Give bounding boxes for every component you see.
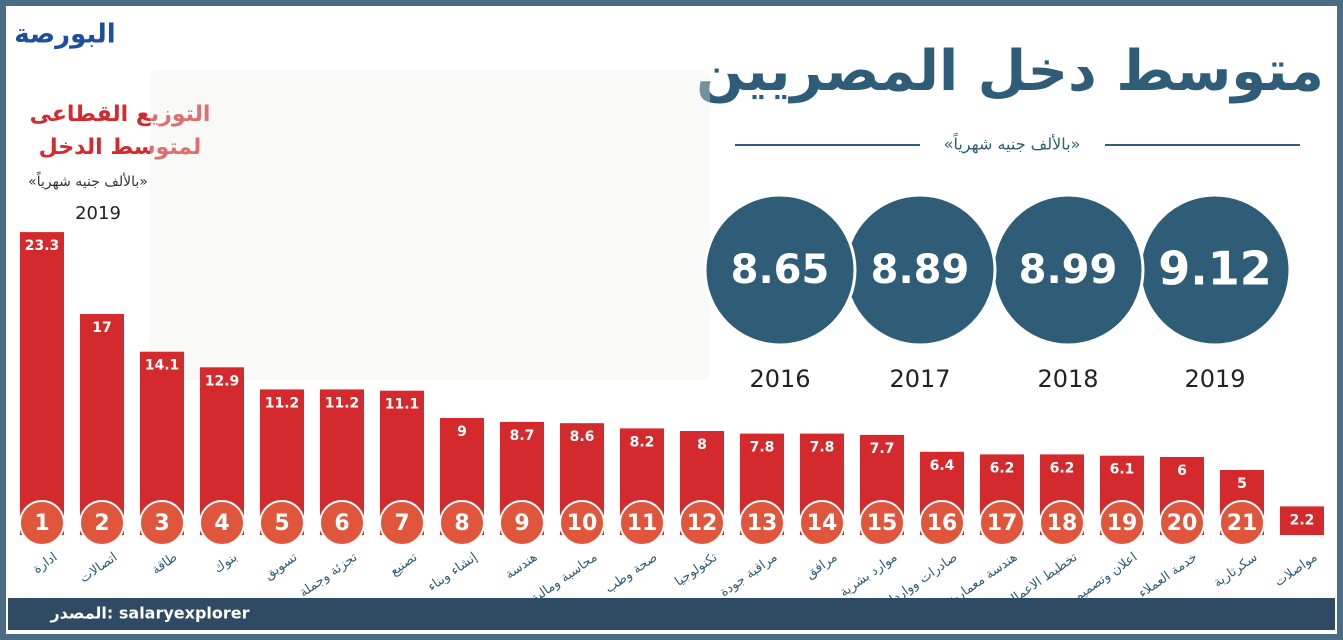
rank-circle xyxy=(799,500,845,546)
rank-label: 8 xyxy=(454,511,469,536)
rank-label: 16 xyxy=(927,511,958,536)
source-bar xyxy=(8,598,1335,630)
bar-value: 23.3 xyxy=(25,238,60,254)
value-label: 9.12 xyxy=(1158,242,1272,296)
bar-value: 6.2 xyxy=(990,460,1015,476)
rank-circle xyxy=(1219,500,1265,546)
bar-value: 6.4 xyxy=(930,458,955,474)
source: المصدر: salaryexplorer xyxy=(49,604,249,623)
rank-label: 2 xyxy=(94,511,109,536)
rank-label: 12 xyxy=(687,511,718,536)
bar-title: التوزيع القطاعى xyxy=(30,102,211,127)
rank-label: 6 xyxy=(334,511,349,536)
rank-label: 18 xyxy=(1047,511,1078,536)
rank-circle xyxy=(679,500,725,546)
rank-label: 20 xyxy=(1167,511,1198,536)
bar-value: 8.6 xyxy=(570,429,595,445)
rank-circle xyxy=(859,500,905,546)
bar-title: لمتوسط الدخل xyxy=(39,135,202,160)
rank-circle xyxy=(499,500,545,546)
bar-value: 7.8 xyxy=(750,440,775,456)
rank-circle xyxy=(619,500,665,546)
rank-label: 9 xyxy=(514,511,529,536)
rank-label: 21 xyxy=(1227,511,1258,536)
rank-circle xyxy=(139,500,185,546)
rank-label: 11 xyxy=(627,511,658,536)
logo: البورصة xyxy=(14,20,115,50)
value-label: 8.65 xyxy=(731,247,830,293)
bar-value: 7.8 xyxy=(810,440,835,456)
rank-label: 13 xyxy=(747,511,778,536)
rank-circle xyxy=(979,500,1025,546)
bar-value: 8.7 xyxy=(510,428,535,444)
year-label: 2019 xyxy=(1184,365,1245,393)
bar-value: 8.2 xyxy=(630,434,655,450)
rank-label: 19 xyxy=(1107,511,1138,536)
bar-subtitle: «بالألف جنيه شهرياً» xyxy=(28,171,148,190)
bar-value: 11.2 xyxy=(325,395,360,411)
subtitle: «بالألف جنيه شهرياً» xyxy=(944,132,1081,155)
rank-label: 15 xyxy=(867,511,898,536)
bar-value: 12.9 xyxy=(205,373,240,389)
value-label: 8.89 xyxy=(871,247,970,293)
bar-value: 5 xyxy=(1237,476,1247,492)
rank-label: 3 xyxy=(154,511,169,536)
bar-value: 11.2 xyxy=(265,395,300,411)
bar-value: 2.2 xyxy=(1290,512,1315,528)
rank-circle xyxy=(1099,500,1145,546)
rank-circle xyxy=(559,500,605,546)
rank-circle xyxy=(379,500,425,546)
year-label: 2016 xyxy=(749,365,810,393)
bar xyxy=(20,232,64,535)
rank-circle xyxy=(739,500,785,546)
rank-label: 5 xyxy=(274,511,289,536)
value-circle xyxy=(703,193,857,347)
bar-value: 8 xyxy=(697,437,707,453)
rank-label: 7 xyxy=(394,511,409,536)
rank-circle xyxy=(79,500,125,546)
bar-value: 14.1 xyxy=(145,358,180,374)
bar-value: 6.1 xyxy=(1110,462,1135,478)
rank-label: 4 xyxy=(214,511,229,536)
title: متوسط دخل المصريين xyxy=(696,39,1324,104)
rank-circle xyxy=(919,500,965,546)
rank-label: 10 xyxy=(567,511,598,536)
rank-circle xyxy=(319,500,365,546)
bar-value: 6.2 xyxy=(1050,460,1075,476)
bar-value: 11.1 xyxy=(385,397,420,413)
rank-label: 17 xyxy=(987,511,1018,536)
rank-label: 1 xyxy=(34,511,49,536)
bar-value: 17 xyxy=(92,320,111,336)
rank-circle xyxy=(259,500,305,546)
illustration xyxy=(150,70,710,380)
rank-circle xyxy=(199,500,245,546)
rank-label: 14 xyxy=(807,511,838,536)
bar xyxy=(80,314,124,535)
bar-value: 7.7 xyxy=(870,441,895,457)
rank-circle xyxy=(439,500,485,546)
year-label: 2018 xyxy=(1037,365,1098,393)
rank-circle xyxy=(19,500,65,546)
year-label: 2017 xyxy=(889,365,950,393)
rank-circle xyxy=(1159,500,1205,546)
bar-year: 2019 xyxy=(75,203,121,224)
value-label: 8.99 xyxy=(1019,247,1118,293)
bar xyxy=(1280,506,1324,535)
bar-value: 9 xyxy=(457,424,467,440)
bar-value: 6 xyxy=(1177,463,1187,479)
rank-circle xyxy=(1039,500,1085,546)
